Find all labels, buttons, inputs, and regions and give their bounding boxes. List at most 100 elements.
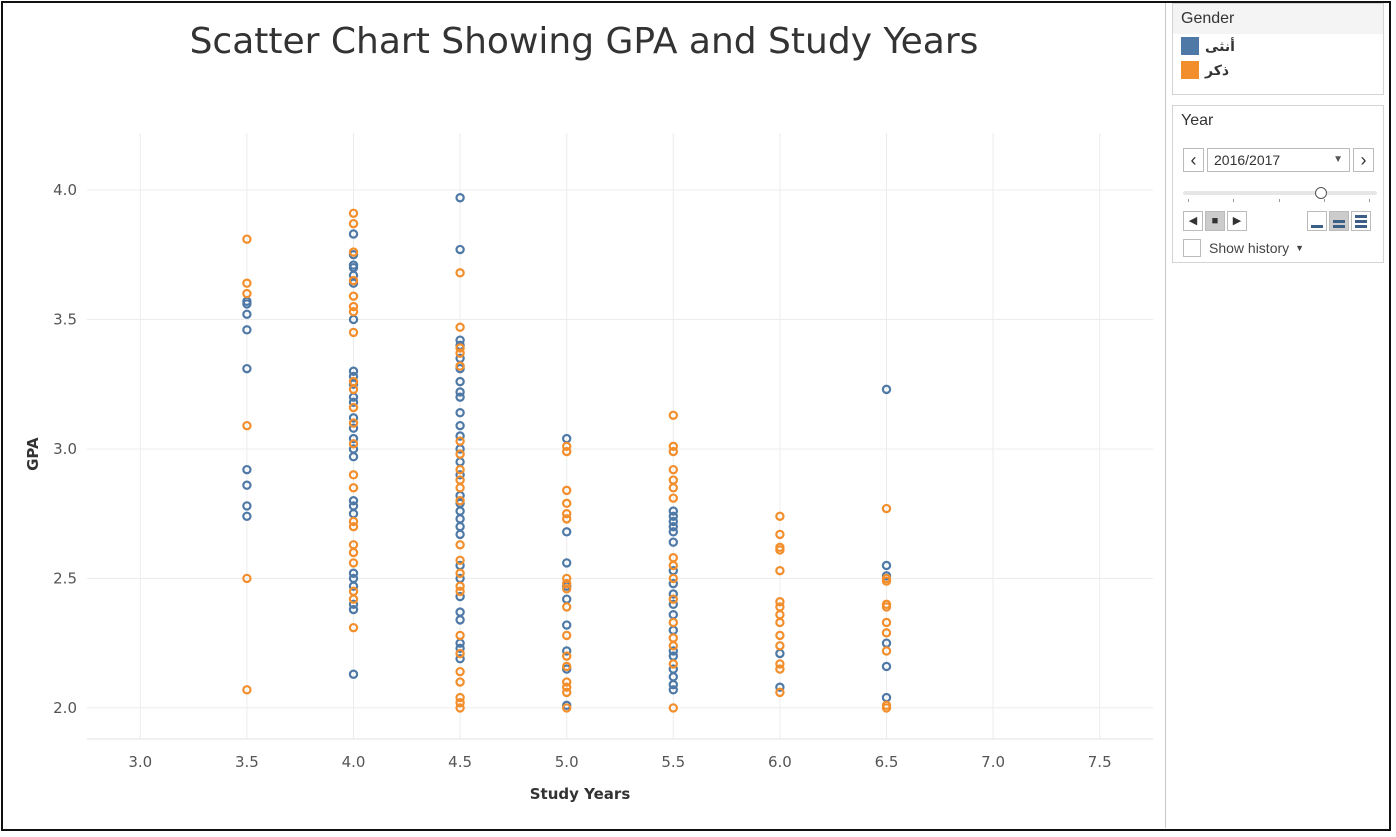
year-filter-title: Year bbox=[1181, 112, 1214, 129]
data-point-male bbox=[455, 464, 465, 475]
data-point-male bbox=[881, 576, 892, 586]
data-point-male bbox=[562, 508, 572, 519]
data-point-female bbox=[668, 537, 679, 547]
show-history-checkbox[interactable] bbox=[1183, 239, 1201, 257]
scatter-plot: 3.0 3.5 4.0 4.5 5.0 5.5 6.0 6.5 7.0 7.5 2.0 2.5 3.0 3… bbox=[24, 133, 1153, 803]
data-point-female bbox=[455, 529, 465, 540]
data-point-male bbox=[348, 218, 359, 229]
prev-year-button[interactable]: ‹ bbox=[1183, 148, 1204, 172]
slider-tick bbox=[1188, 199, 1189, 202]
data-point-male bbox=[348, 327, 359, 338]
data-point-male bbox=[455, 343, 465, 353]
data-point-male bbox=[881, 703, 892, 713]
data-point-male bbox=[455, 348, 465, 358]
data-point-male bbox=[348, 247, 359, 257]
data-point-male bbox=[455, 692, 465, 703]
show-history-dropdown-icon[interactable]: ▼ bbox=[1295, 243, 1305, 253]
x-tick-label: 6.5 bbox=[875, 753, 899, 771]
data-point-male bbox=[668, 483, 679, 493]
play-forward-button[interactable]: ▶ bbox=[1227, 211, 1247, 231]
data-point-male bbox=[242, 288, 252, 299]
data-point-male bbox=[455, 581, 465, 591]
data-point-male bbox=[348, 439, 359, 449]
data-point-female bbox=[668, 589, 679, 599]
data-point-male bbox=[562, 651, 572, 661]
data-point-female bbox=[242, 511, 252, 521]
data-point-female bbox=[562, 620, 572, 630]
data-point-male bbox=[562, 687, 572, 698]
play-forward-icon: ▶ bbox=[1232, 215, 1242, 227]
data-point-female bbox=[562, 527, 572, 537]
data-point-female bbox=[348, 604, 359, 615]
x-tick-label: 4.5 bbox=[448, 753, 472, 771]
playback-controls: ◀ ■ ▶ bbox=[1183, 211, 1377, 233]
slider-tick bbox=[1324, 199, 1325, 202]
data-point-male bbox=[455, 540, 465, 550]
data-point-female bbox=[348, 229, 359, 239]
data-point-female bbox=[348, 581, 359, 591]
legend-swatch-male bbox=[1181, 61, 1199, 79]
data-point-male bbox=[455, 322, 465, 332]
data-point-male bbox=[668, 659, 679, 669]
data-point-female bbox=[455, 376, 465, 387]
data-point-male bbox=[455, 666, 465, 677]
data-point-male bbox=[775, 617, 785, 628]
year-slider[interactable] bbox=[1183, 186, 1377, 206]
speed-slow-button[interactable] bbox=[1307, 211, 1327, 231]
data-point-male bbox=[668, 594, 679, 604]
legend-item-female[interactable]: أنثى bbox=[1173, 34, 1383, 58]
year-select[interactable]: 2016/2017 ▼ bbox=[1207, 148, 1350, 172]
data-point-male bbox=[455, 568, 465, 578]
data-point-female bbox=[242, 309, 252, 319]
data-point-male bbox=[348, 622, 359, 633]
data-point-male bbox=[348, 521, 359, 532]
data-point-male bbox=[348, 483, 359, 493]
speed-bar bbox=[1355, 225, 1367, 228]
y-tick-label: 2.0 bbox=[53, 699, 77, 717]
legend-label-female: أنثى bbox=[1205, 37, 1235, 54]
data-point-male bbox=[562, 584, 572, 594]
data-point-male bbox=[348, 516, 359, 527]
speed-bar bbox=[1333, 225, 1345, 228]
x-tick-label: 5.5 bbox=[661, 753, 685, 771]
x-tick-label: 3.0 bbox=[128, 753, 152, 771]
next-year-button[interactable]: › bbox=[1353, 148, 1374, 172]
data-point-male bbox=[775, 664, 785, 674]
x-tick-label: 3.5 bbox=[235, 753, 259, 771]
data-point-male bbox=[455, 449, 465, 459]
data-point-male bbox=[348, 402, 359, 413]
data-point-male bbox=[562, 630, 572, 641]
data-point-female bbox=[455, 407, 465, 418]
speed-medium-button[interactable] bbox=[1329, 211, 1349, 231]
x-tick-label: 7.0 bbox=[981, 753, 1005, 771]
data-point-male bbox=[562, 441, 572, 452]
data-point-male bbox=[455, 268, 465, 278]
stop-button[interactable]: ■ bbox=[1205, 211, 1225, 231]
x-tick-label: 7.5 bbox=[1088, 753, 1112, 771]
slider-handle[interactable] bbox=[1315, 187, 1328, 199]
speed-bar bbox=[1311, 225, 1323, 228]
chart-area: Scatter Chart Showing GPA and Study Year… bbox=[3, 3, 1166, 828]
legend-item-male[interactable]: ذكر bbox=[1173, 58, 1383, 82]
data-point-female bbox=[668, 599, 679, 610]
data-point-male bbox=[562, 573, 572, 584]
data-point-female bbox=[668, 521, 679, 532]
data-point-female bbox=[348, 433, 359, 444]
data-point-male bbox=[668, 441, 679, 452]
data-point-female bbox=[668, 679, 679, 690]
x-tick-label: 6.0 bbox=[768, 753, 792, 771]
data-point-male bbox=[881, 617, 892, 628]
slider-tick bbox=[1279, 199, 1280, 202]
year-filter: Year ‹ 2016/2017 ▼ › ◀ bbox=[1172, 105, 1384, 263]
data-point-male bbox=[455, 483, 465, 493]
speed-fast-button[interactable] bbox=[1351, 211, 1371, 231]
data-point-male bbox=[242, 278, 252, 288]
play-backward-button[interactable]: ◀ bbox=[1183, 211, 1203, 231]
data-point-male bbox=[455, 630, 465, 641]
data-point-female bbox=[348, 568, 359, 578]
year-nav: ‹ 2016/2017 ▼ › bbox=[1183, 148, 1375, 174]
data-point-female bbox=[668, 646, 679, 656]
data-point-male bbox=[455, 586, 465, 597]
data-point-female bbox=[775, 682, 785, 692]
data-point-male bbox=[668, 617, 679, 628]
